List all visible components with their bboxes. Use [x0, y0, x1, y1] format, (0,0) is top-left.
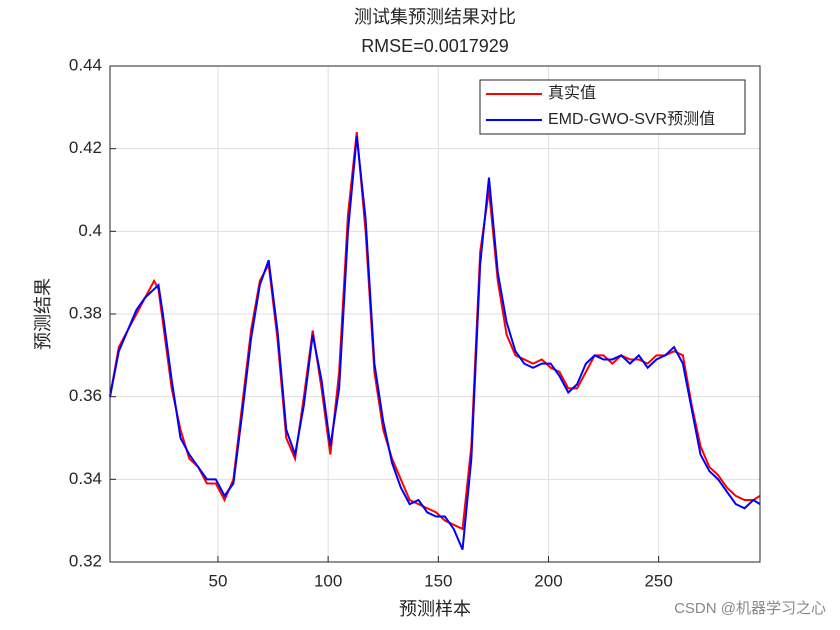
watermark: CSDN @机器学习之心 — [674, 600, 826, 617]
y-tick-label: 0.34 — [69, 469, 102, 488]
y-axis-label: 预测结果 — [33, 278, 54, 350]
y-tick-label: 0.36 — [69, 386, 102, 405]
data-line — [109, 132, 761, 531]
axes-box — [109, 65, 761, 563]
y-tick-label: 0.44 — [69, 55, 102, 74]
x-tick-label: 50 — [209, 571, 228, 590]
legend-box — [479, 79, 746, 135]
x-tick-label: 100 — [314, 571, 342, 590]
y-tick-label: 0.4 — [78, 221, 102, 240]
legend-label: EMD-GWO-SVR预测值 — [548, 110, 715, 128]
chart-title: 测试集预测结果对比 — [354, 7, 516, 28]
x-tick-label: 150 — [424, 571, 452, 590]
x-tick-label: 200 — [534, 571, 562, 590]
legend-label: 真实值 — [548, 84, 596, 102]
data-line — [109, 136, 761, 550]
y-tick-label: 0.42 — [69, 138, 102, 157]
y-tick-label: 0.32 — [69, 551, 102, 570]
y-tick-label: 0.38 — [69, 303, 102, 322]
x-tick-label: 250 — [644, 571, 672, 590]
x-axis-label: 预测样本 — [399, 599, 471, 620]
chart-subtitle: RMSE=0.0017929 — [361, 36, 509, 56]
